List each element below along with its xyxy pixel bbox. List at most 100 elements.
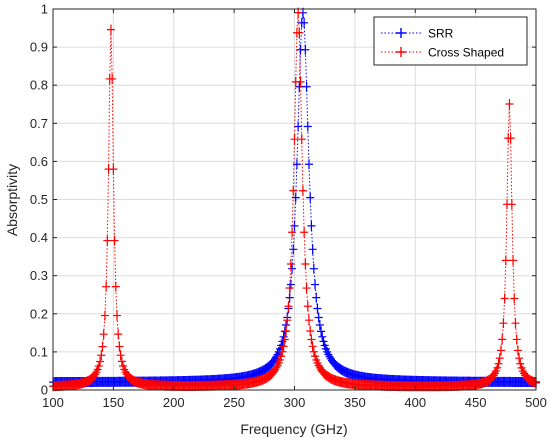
data-point — [117, 356, 126, 367]
data-point — [285, 283, 294, 294]
y-tick-label: 0.7 — [30, 116, 48, 131]
y-tick-label: 0.3 — [30, 268, 48, 283]
legend-srr-marker — [396, 28, 406, 38]
data-point — [303, 121, 312, 132]
data-point — [288, 227, 297, 238]
data-point — [297, 134, 306, 145]
data-point — [307, 220, 316, 231]
data-point — [309, 263, 318, 274]
data-point — [303, 301, 312, 312]
data-point — [288, 263, 297, 274]
y-tick-label: 0.5 — [30, 192, 48, 207]
data-point — [98, 341, 107, 352]
data-point — [493, 362, 502, 373]
data-point — [307, 334, 316, 345]
data-point — [102, 281, 111, 292]
x-axis-label: Frequency (GHz) — [240, 421, 347, 437]
x-tick-label: 500 — [525, 395, 547, 410]
data-point — [301, 44, 310, 55]
x-tick-label: 150 — [103, 395, 125, 410]
y-tick-label: 0.1 — [30, 344, 48, 359]
data-point — [308, 341, 317, 352]
data-point — [500, 293, 509, 304]
data-point — [279, 341, 288, 352]
data-point — [94, 361, 103, 372]
data-point — [506, 133, 515, 144]
grid — [52, 8, 537, 391]
data-point — [510, 293, 519, 304]
y-tick-label: 1 — [41, 2, 48, 17]
data-point — [490, 368, 499, 379]
data-point — [515, 353, 524, 364]
data-point — [116, 350, 125, 361]
data-point — [308, 244, 317, 255]
data-point — [311, 279, 320, 290]
data-point — [97, 350, 106, 361]
data-point — [315, 320, 324, 331]
legend: SRR Cross Shaped — [373, 16, 528, 66]
data-point — [309, 346, 318, 357]
y-tick-label: 0.8 — [30, 78, 48, 93]
data-point — [277, 351, 286, 362]
data-point — [317, 326, 326, 337]
x-tick-label: 350 — [344, 395, 366, 410]
data-point — [294, 121, 303, 132]
data-point — [114, 329, 123, 340]
data-point — [302, 81, 311, 92]
data-point — [111, 281, 120, 292]
data-point — [498, 334, 507, 345]
x-tick-label: 250 — [223, 395, 245, 410]
data-point — [283, 315, 292, 326]
data-point — [314, 312, 323, 323]
data-point — [290, 220, 299, 231]
data-point — [516, 358, 525, 369]
data-point — [99, 329, 108, 340]
data-point — [103, 235, 112, 246]
data-point — [92, 367, 101, 378]
data-point — [501, 255, 510, 266]
data-point — [318, 331, 327, 342]
data-point — [109, 164, 118, 175]
y-axis-label: Absorptivity — [4, 164, 20, 236]
data-point — [304, 159, 313, 170]
data-point — [290, 134, 299, 145]
data-point — [106, 24, 115, 35]
data-point — [496, 345, 505, 356]
data-point — [113, 310, 121, 321]
data-point — [300, 227, 309, 238]
x-tick-label: 400 — [404, 395, 426, 410]
data-point — [306, 326, 315, 337]
data-point — [295, 81, 304, 92]
x-tick-label: 450 — [465, 395, 487, 410]
data-point — [511, 318, 520, 329]
data-point — [110, 235, 119, 246]
data-point — [499, 318, 508, 329]
data-point — [507, 199, 516, 210]
ticks: 100 150 200 250 300 350 400 450 500 0 0.1 0.2 0.3 0.4… — [30, 2, 547, 411]
x-tick-label: 200 — [163, 395, 185, 410]
data-point — [289, 185, 298, 196]
data-point — [298, 185, 307, 196]
legend-cross-label: Cross Shaped — [428, 46, 504, 60]
legend-box — [373, 16, 528, 66]
legend-srr-label: SRR — [428, 27, 454, 41]
data-point — [512, 334, 521, 345]
data-point — [282, 326, 291, 337]
y-tick-label: 0.6 — [30, 154, 48, 169]
data-point — [289, 244, 298, 255]
data-point — [494, 358, 503, 369]
data-point — [312, 292, 321, 303]
data-point — [505, 99, 514, 110]
data-point — [301, 259, 310, 270]
y-tick-label: 0.4 — [30, 230, 48, 245]
data-point — [295, 27, 304, 38]
y-tick-label: 0.2 — [30, 306, 48, 321]
data-point — [100, 310, 109, 321]
x-tick-label: 100 — [42, 395, 64, 410]
data-point — [96, 356, 105, 367]
legend-cross-marker — [396, 47, 406, 57]
data-point — [292, 159, 301, 170]
data-point — [313, 303, 322, 314]
data-point — [278, 346, 287, 357]
data-point — [115, 341, 124, 352]
